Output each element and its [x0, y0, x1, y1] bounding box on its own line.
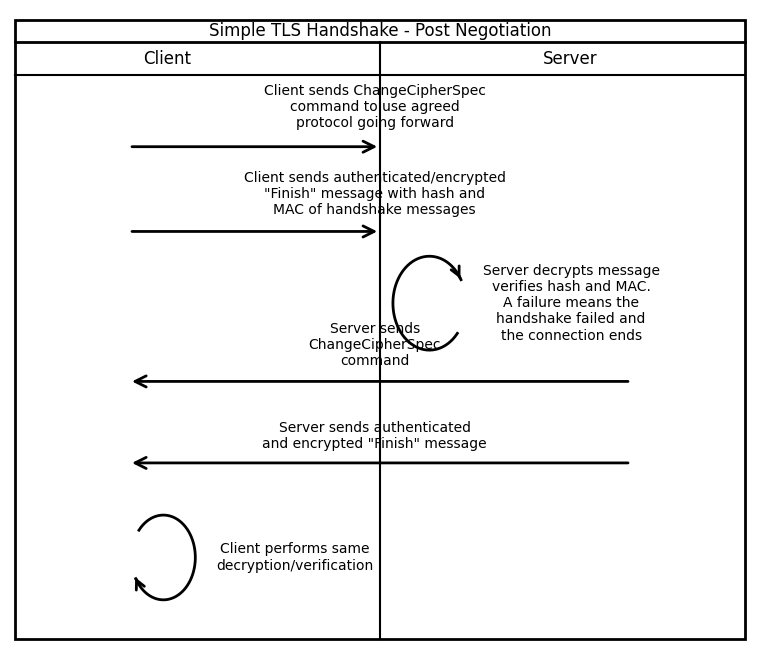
Text: Server sends
ChangeCipherSpec
command: Server sends ChangeCipherSpec command [309, 322, 441, 368]
Text: Client sends authenticated/encrypted
"Finish" message with hash and
MAC of hands: Client sends authenticated/encrypted "Fi… [244, 171, 505, 217]
Text: Client: Client [143, 50, 192, 68]
Text: Server sends authenticated
and encrypted "Finish" message: Server sends authenticated and encrypted… [262, 421, 487, 451]
Text: Server: Server [543, 50, 597, 68]
Text: Server decrypts message
verifies hash and MAC.
A failure means the
handshake fai: Server decrypts message verifies hash an… [483, 264, 660, 342]
Text: Simple TLS Handshake - Post Negotiation: Simple TLS Handshake - Post Negotiation [209, 22, 551, 40]
Text: Client sends ChangeCipherSpec
command to use agreed
protocol going forward: Client sends ChangeCipherSpec command to… [264, 84, 486, 130]
Text: Client performs same
decryption/verification: Client performs same decryption/verifica… [217, 542, 374, 572]
